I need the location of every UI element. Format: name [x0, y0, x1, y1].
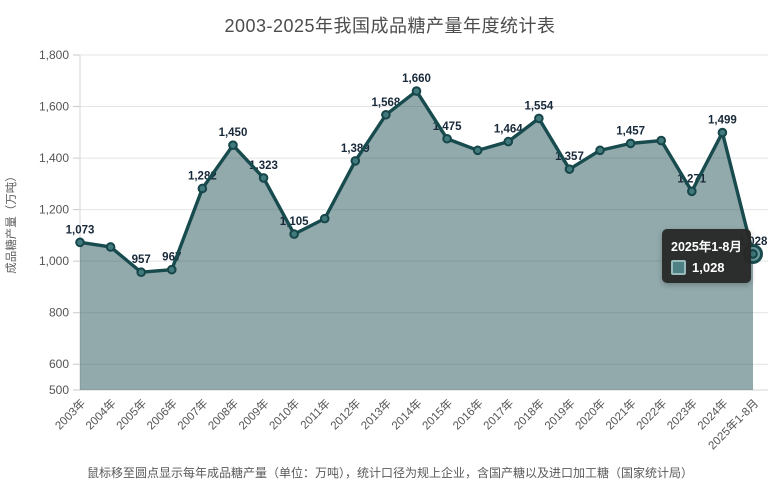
data-point-2022年[interactable] — [656, 135, 667, 146]
data-point-2013年[interactable] — [381, 109, 391, 120]
data-point-2017年[interactable] — [503, 136, 514, 147]
x-tick-label: 2004年 — [83, 396, 119, 432]
data-point-2004年[interactable] — [105, 242, 116, 252]
data-label: 1,457 — [616, 125, 645, 137]
data-point-2012年[interactable] — [350, 156, 361, 166]
tooltip-title: 2025年1-8月 — [671, 240, 742, 254]
data-point-2014年[interactable] — [411, 86, 422, 96]
x-tick-label: 2006年 — [144, 396, 180, 432]
data-point-2006年[interactable] — [166, 264, 177, 275]
x-tick-label: 2008年 — [205, 396, 241, 432]
tooltip: 2025年1-8月 1,028 — [662, 229, 751, 283]
x-tick-label: 2013年 — [358, 396, 394, 432]
data-label: 1,450 — [219, 127, 248, 139]
data-point-2016年[interactable] — [472, 145, 483, 156]
y-tick-label: 1,800 — [39, 48, 69, 62]
y-tick-label: 1,400 — [39, 151, 69, 165]
data-point-2018年[interactable] — [534, 113, 544, 124]
data-point-2009年[interactable] — [258, 173, 269, 183]
x-tick-label: 2020年 — [572, 396, 608, 432]
y-tick-label: 800 — [49, 306, 69, 320]
area-fill — [80, 91, 753, 391]
data-point-2008年[interactable] — [228, 140, 238, 150]
x-tick-label: 2019年 — [541, 396, 577, 432]
data-point-2021年[interactable] — [625, 138, 636, 149]
x-tick-label: 2021年 — [603, 396, 639, 432]
data-point-2023年[interactable] — [687, 186, 697, 197]
x-tick-label: 2012年 — [327, 396, 363, 432]
x-tick-label: 2011年 — [297, 396, 333, 432]
tooltip-row: 1,028 — [671, 260, 743, 275]
x-tick-label: 2025年1-8月 — [705, 396, 761, 452]
x-tick-label: 2014年 — [388, 396, 424, 432]
y-tick-label: 1,000 — [39, 254, 69, 268]
chart-title: 2003-2025年我国成品糖产量年度统计表 — [224, 16, 556, 36]
data-point-2019年[interactable] — [564, 164, 575, 174]
x-tick-label: 2009年 — [236, 396, 272, 432]
data-point-2003年[interactable] — [75, 237, 85, 248]
data-label: 1,660 — [402, 73, 431, 85]
y-tick-label: 500 — [49, 383, 69, 397]
x-tick-label: 2017年 — [480, 396, 516, 432]
x-tick-label: 2010年 — [266, 396, 302, 432]
tooltip-series-swatch — [671, 260, 686, 275]
data-label: 1,464 — [494, 124, 523, 136]
x-tick-label: 2003年 — [52, 396, 88, 432]
x-tick-label: 2016年 — [450, 396, 486, 432]
tooltip-value: 1,028 — [692, 260, 725, 275]
data-point-2005年[interactable] — [136, 267, 146, 278]
data-point-2010年[interactable] — [289, 229, 299, 239]
data-label: 1,568 — [372, 97, 401, 109]
data-label: 1,554 — [524, 100, 553, 112]
data-label: 1,073 — [66, 224, 95, 236]
x-tick-label: 2022年 — [633, 396, 669, 432]
x-tick-label: 2015年 — [419, 396, 455, 432]
data-label: 1,499 — [708, 115, 737, 127]
data-point-2024年[interactable] — [717, 127, 728, 138]
data-point-2015年[interactable] — [442, 133, 452, 144]
x-tick-label: 2018年 — [511, 396, 547, 432]
x-tick-label: 2005年 — [113, 396, 149, 432]
data-point-2020年[interactable] — [595, 145, 605, 156]
y-tick-label: 1,600 — [39, 100, 69, 114]
x-tick-label: 2023年 — [664, 396, 700, 432]
production-area-chart: 5006008001,0001,2001,4001,6001,8002003年2… — [39, 48, 768, 452]
data-point-2011年[interactable] — [319, 213, 330, 224]
x-tick-label: 2007年 — [174, 396, 210, 432]
footer-note: 鼠标移至圆点显示每年成品糖产量（单位：万吨），统计口径为规上企业，含国产糖以及进… — [86, 466, 693, 480]
data-point-2007年[interactable] — [197, 183, 208, 194]
data-label: 957 — [132, 254, 151, 266]
y-tick-label: 600 — [49, 357, 69, 371]
y-tick-label: 1,200 — [39, 203, 69, 217]
